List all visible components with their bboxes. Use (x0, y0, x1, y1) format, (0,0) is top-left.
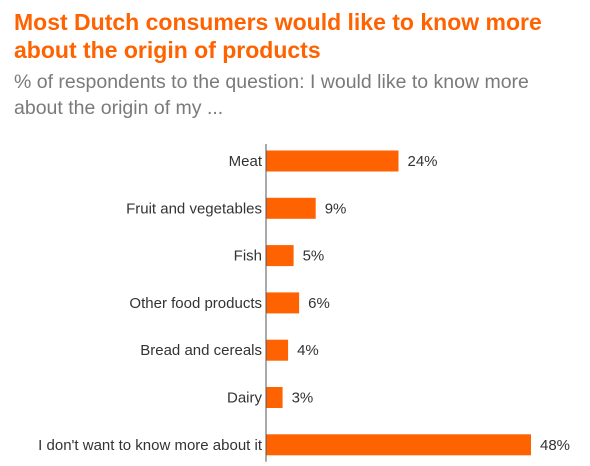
bar (266, 245, 294, 267)
category-labels-group: Meat Fruit and vegetables Fish Other food p… (38, 153, 263, 454)
bar (266, 434, 531, 456)
chart-title: Most Dutch consumers would like to know … (14, 9, 542, 63)
category-label: Meat (229, 153, 263, 170)
bar (266, 387, 283, 408)
bar (266, 339, 289, 361)
category-label: Fish (234, 248, 262, 265)
value-label: 9% (325, 200, 347, 217)
value-labels-group: 24% 9% 5% 6% 4% 3% 48% (292, 153, 570, 454)
category-label: Other food products (129, 295, 262, 312)
chart-subtitle: % of respondents to the question: I woul… (14, 71, 529, 119)
value-label: 24% (408, 153, 438, 170)
bars-group (266, 150, 531, 456)
bar (266, 197, 316, 219)
bar (266, 150, 399, 172)
category-label: Dairy (227, 390, 263, 407)
value-label: 4% (297, 342, 319, 359)
category-label: Bread and cereals (140, 342, 262, 359)
value-label: 5% (303, 248, 325, 265)
category-label: Fruit and vegetables (126, 200, 262, 217)
value-label: 6% (308, 295, 330, 312)
bar (266, 292, 300, 314)
value-label: 3% (292, 390, 314, 407)
category-label: I don't want to know more about it (38, 437, 263, 454)
value-label: 48% (540, 437, 570, 454)
